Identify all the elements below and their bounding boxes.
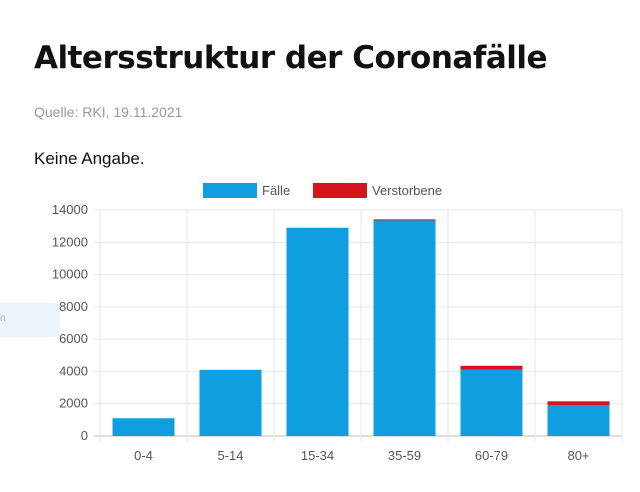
- bar-fälle-15-34: [286, 227, 349, 436]
- side-panel-tab[interactable]: n: [0, 303, 60, 337]
- legend-label: Fälle: [262, 183, 290, 198]
- bar-verstorbene-80+: [547, 401, 610, 406]
- y-tick-label: 4000: [59, 363, 88, 378]
- side-panel-glyph: n: [0, 313, 6, 324]
- bar-fälle-5-14: [199, 369, 262, 436]
- y-tick-label: 0: [81, 428, 88, 443]
- x-tick-label: 5-14: [217, 448, 243, 463]
- bar-fälle-80+: [547, 405, 610, 436]
- y-tick-label: 12000: [52, 234, 88, 249]
- y-tick-label: 8000: [59, 299, 88, 314]
- note-text: Keine Angabe.: [34, 149, 145, 168]
- y-tick-label: 2000: [59, 396, 88, 411]
- bar-verstorbene-60-79: [460, 365, 523, 370]
- bar-chart: Fälle Verstorbene 0 2000 4000 6000 8000 10000 1…: [52, 183, 623, 463]
- chart-legend: Fälle Verstorbene: [203, 183, 442, 198]
- source-line: Quelle: RKI, 19.11.2021: [34, 104, 183, 120]
- x-tick-label: 0-4: [134, 448, 153, 463]
- chart-grid: [94, 209, 623, 442]
- y-tick-label: 10000: [52, 267, 88, 282]
- y-axis: 0 2000 4000 6000 8000 10000 12000 14000: [52, 202, 88, 443]
- chart-bars: [112, 219, 610, 436]
- bar-fälle-35-59: [373, 219, 436, 436]
- bar-verstorbene-35-59: [373, 219, 436, 221]
- x-tick-label: 15-34: [301, 448, 334, 463]
- x-tick-label: 35-59: [388, 448, 421, 463]
- x-axis: 0-4 5-14 15-34 35-59 60-79 80+: [134, 448, 589, 463]
- bar-fälle-60-79: [460, 369, 523, 436]
- y-tick-label: 14000: [52, 202, 88, 217]
- y-tick-label: 6000: [59, 331, 88, 346]
- page-title: Altersstruktur der Coronafälle: [34, 40, 548, 76]
- bar-fälle-0-4: [112, 418, 175, 436]
- legend-label: Verstorbene: [372, 183, 442, 198]
- x-tick-label: 60-79: [475, 448, 508, 463]
- x-tick-label: 80+: [567, 448, 589, 463]
- legend-swatch: [203, 183, 257, 198]
- legend-swatch: [313, 183, 367, 198]
